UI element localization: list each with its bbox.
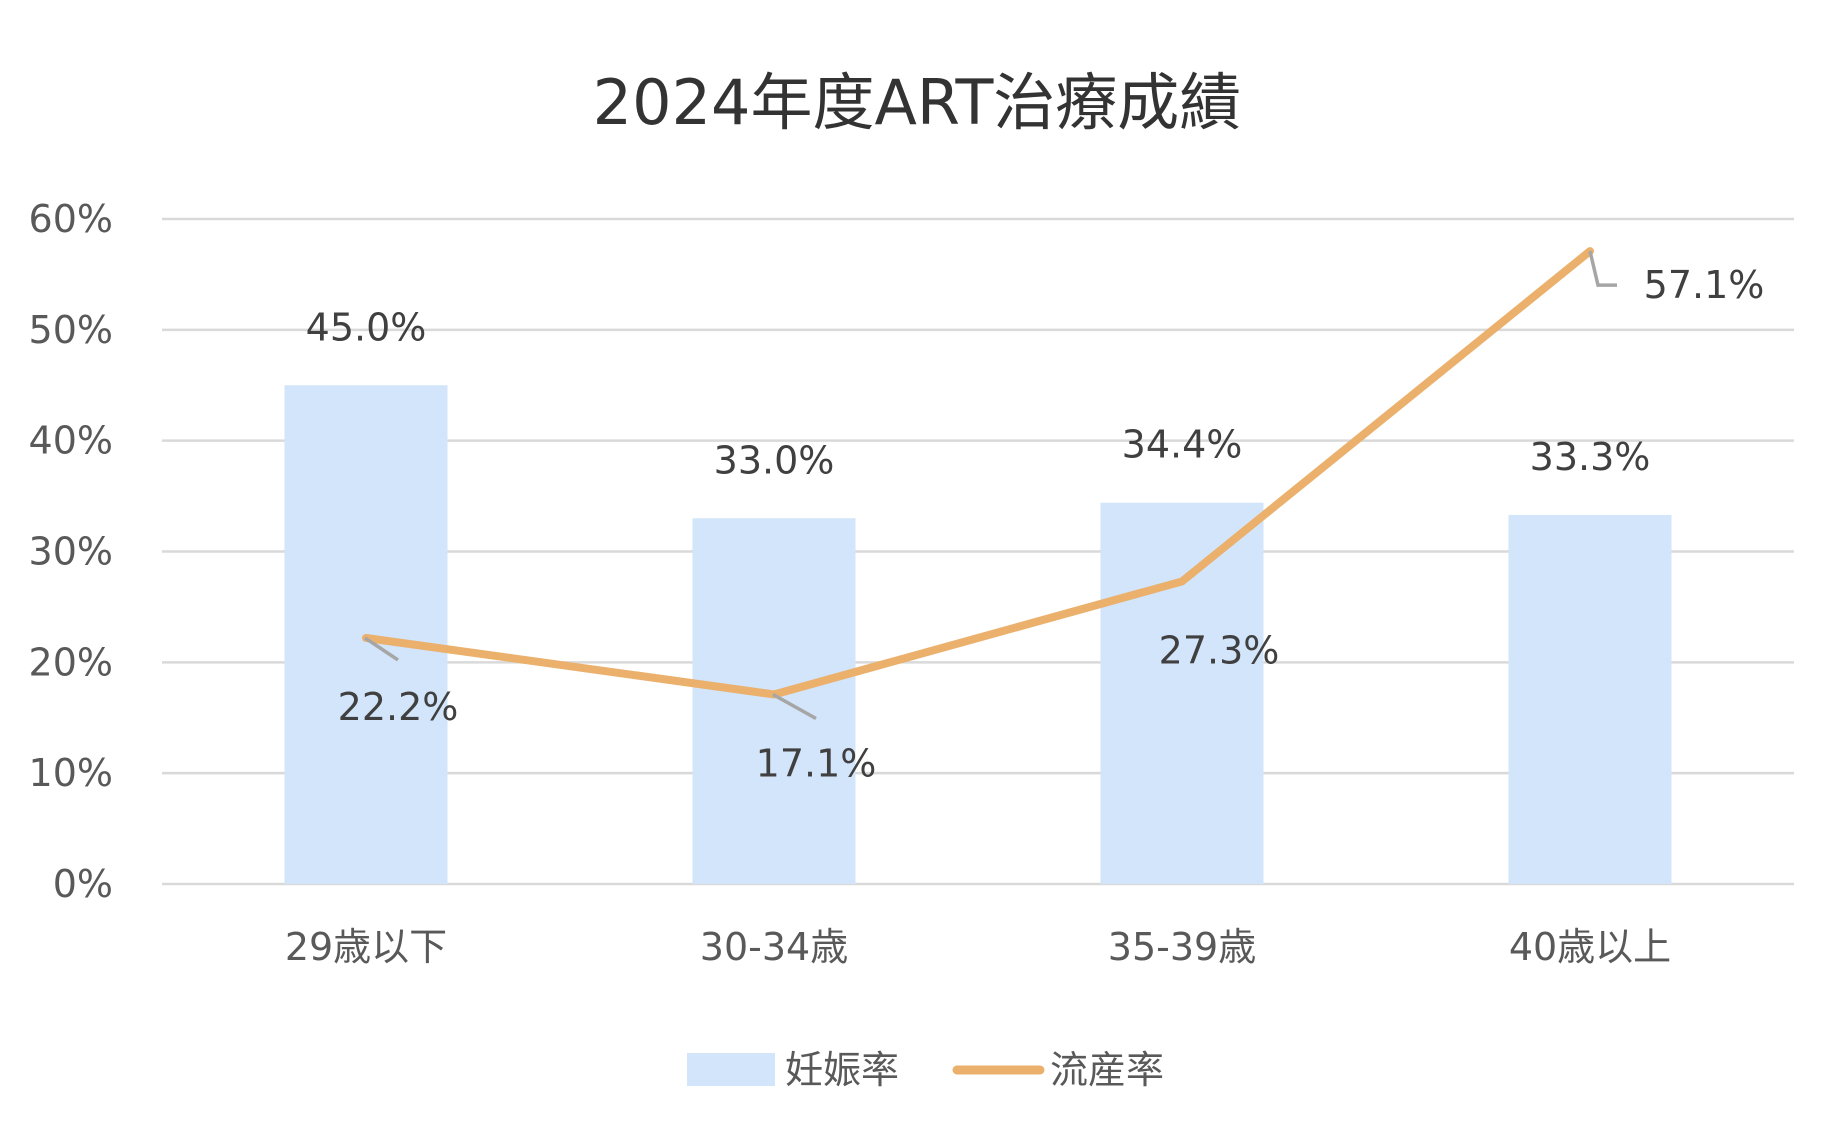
bar-data-label: 34.4%: [1122, 423, 1243, 467]
bar-series: [284, 385, 1672, 884]
legend-label-bar: 妊娠率: [785, 1048, 899, 1092]
data-labels: 45.0% 33.0% 34.4% 33.3% 22.2% 17.1% 27.3% 57.1%: [306, 250, 1765, 785]
bar: [1100, 502, 1264, 884]
x-tick-label: 30-34歳: [700, 925, 848, 969]
bar: [1508, 514, 1672, 884]
y-tick-label: 40%: [29, 419, 113, 463]
x-tick-label: 35-39歳: [1108, 925, 1256, 969]
y-tick-label: 0%: [53, 862, 113, 906]
data-label-leader: [364, 636, 399, 662]
bar: [692, 518, 856, 884]
y-tick-label: 20%: [29, 640, 113, 684]
data-label-leader: [772, 692, 817, 721]
x-tick-label: 29歳以下: [285, 925, 447, 969]
bar-data-label: 45.0%: [306, 305, 427, 349]
line-data-label: 22.2%: [338, 685, 459, 729]
line-series-path: [362, 247, 1594, 699]
y-axis-ticks: 0% 10% 20% 30% 40% 50% 60%: [29, 197, 113, 906]
chart-title: 2024年度ART治療成績: [593, 66, 1242, 139]
line-series: [362, 247, 1594, 699]
legend: 妊娠率 流産率: [687, 1048, 1164, 1092]
line-data-label: 17.1%: [756, 741, 877, 785]
legend-swatch-bar: [687, 1053, 775, 1086]
data-label-leader: [1588, 250, 1617, 287]
x-axis-ticks: 29歳以下 30-34歳 35-39歳 40歳以上: [285, 925, 1671, 969]
line-data-label: 27.3%: [1159, 628, 1280, 672]
bar-data-label: 33.3%: [1530, 435, 1651, 479]
line-data-label: 57.1%: [1644, 263, 1765, 307]
y-tick-label: 50%: [29, 308, 113, 352]
y-tick-label: 30%: [29, 530, 113, 574]
y-tick-label: 10%: [29, 751, 113, 795]
x-tick-label: 40歳以上: [1509, 925, 1671, 969]
y-tick-label: 60%: [29, 197, 113, 241]
bar-data-label: 33.0%: [714, 438, 835, 482]
legend-label-line: 流産率: [1050, 1048, 1164, 1092]
